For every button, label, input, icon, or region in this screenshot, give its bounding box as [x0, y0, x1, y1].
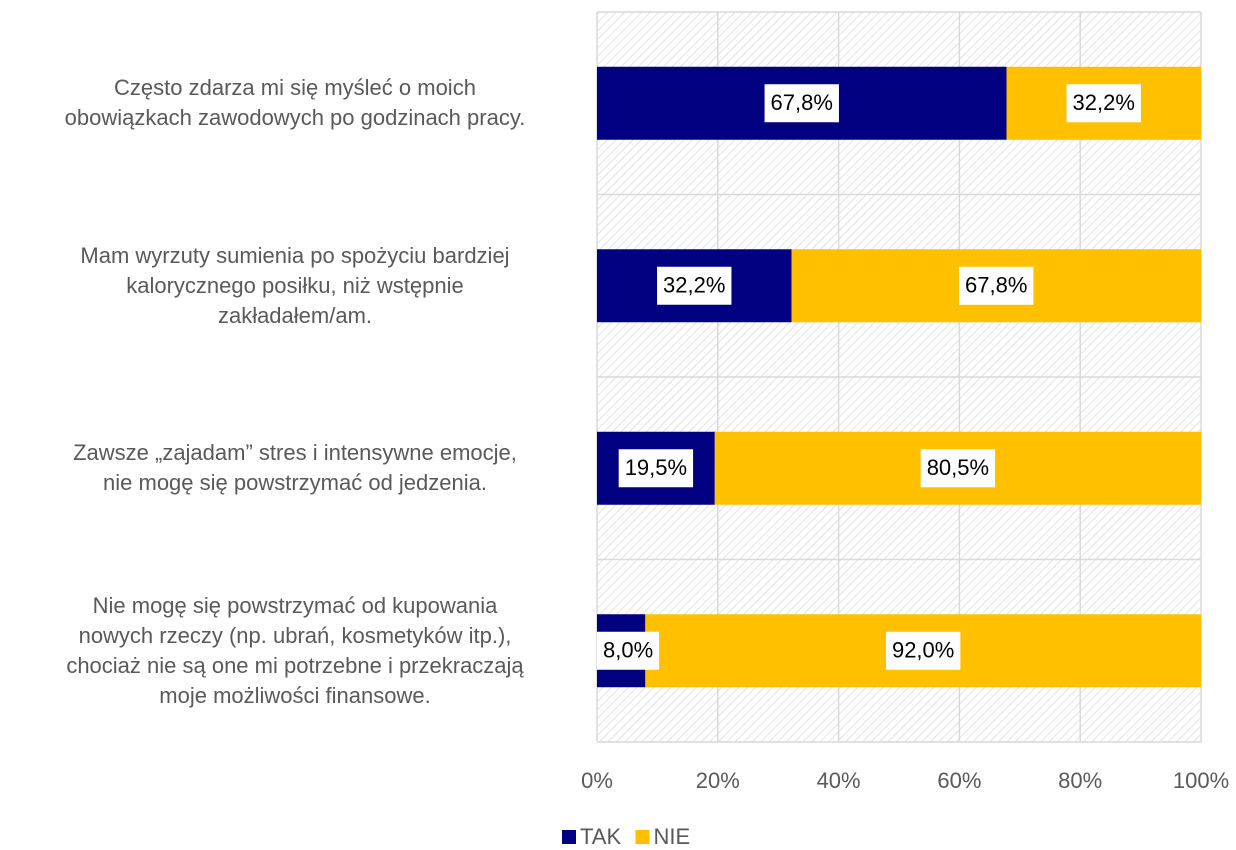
y-tick-label: Mam wyrzuty sumienia po spożyciu bardzie…	[80, 242, 510, 328]
data-label-box	[764, 84, 839, 123]
legend-swatch	[635, 830, 650, 844]
x-tick-label: 100%	[1173, 768, 1229, 793]
data-label: 8,0%	[603, 638, 653, 663]
data-label: 19,5%	[625, 455, 687, 480]
data-label: 80,5%	[927, 455, 989, 480]
data-label: 32,2%	[1073, 90, 1135, 115]
data-label-box	[885, 631, 961, 670]
data-label-box	[657, 266, 732, 305]
legend-swatch	[562, 830, 576, 844]
y-tick-label: Nie mogę się powstrzymać od kupowania no…	[66, 592, 524, 708]
x-tick-label: 60%	[937, 768, 981, 793]
data-label-box	[597, 631, 660, 670]
data-label-box	[618, 449, 694, 488]
legend-label: NIE	[653, 824, 690, 849]
data-label: 32,2%	[663, 273, 725, 298]
data-label-box	[959, 266, 1034, 305]
x-tick-label: 40%	[817, 768, 861, 793]
data-label-box	[920, 449, 996, 488]
data-label: 67,8%	[771, 90, 833, 115]
y-tick-label: Często zdarza mi się myśleć o moich obow…	[64, 75, 526, 131]
x-tick-label: 0%	[581, 768, 613, 793]
x-tick-label: 20%	[696, 768, 740, 793]
legend-label: TAK	[580, 824, 621, 849]
x-tick-label: 80%	[1058, 768, 1102, 793]
data-label-box	[1066, 84, 1141, 123]
y-tick-label: Zawsze „zajadam” stres i intensywne emoc…	[73, 440, 517, 496]
data-label: 67,8%	[965, 273, 1027, 298]
data-label: 92,0%	[892, 638, 954, 663]
